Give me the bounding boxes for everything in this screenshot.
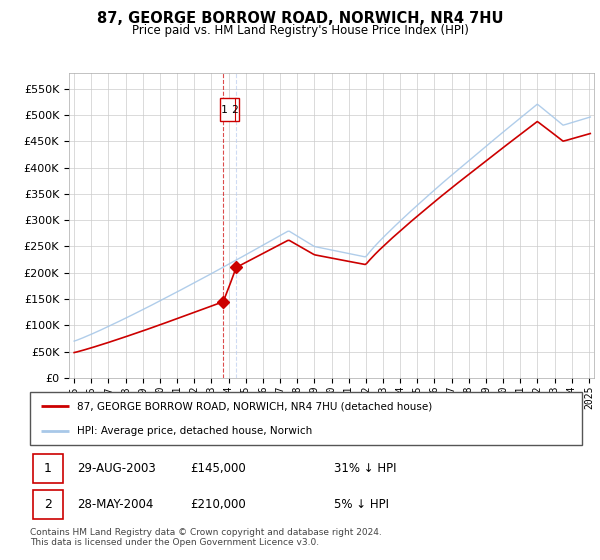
FancyBboxPatch shape	[220, 98, 239, 121]
Text: 2: 2	[44, 498, 52, 511]
FancyBboxPatch shape	[33, 490, 63, 519]
Text: Contains HM Land Registry data © Crown copyright and database right 2024.
This d: Contains HM Land Registry data © Crown c…	[30, 528, 382, 547]
Text: 1: 1	[220, 105, 227, 115]
Text: £210,000: £210,000	[190, 498, 246, 511]
Text: Price paid vs. HM Land Registry's House Price Index (HPI): Price paid vs. HM Land Registry's House …	[131, 24, 469, 37]
Text: 31% ↓ HPI: 31% ↓ HPI	[334, 462, 396, 475]
Text: 28-MAY-2004: 28-MAY-2004	[77, 498, 153, 511]
Text: HPI: Average price, detached house, Norwich: HPI: Average price, detached house, Norw…	[77, 426, 312, 436]
FancyBboxPatch shape	[30, 392, 582, 445]
Text: 5% ↓ HPI: 5% ↓ HPI	[334, 498, 389, 511]
Text: 87, GEORGE BORROW ROAD, NORWICH, NR4 7HU (detached house): 87, GEORGE BORROW ROAD, NORWICH, NR4 7HU…	[77, 402, 432, 412]
Text: 2: 2	[232, 105, 238, 115]
Text: 29-AUG-2003: 29-AUG-2003	[77, 462, 155, 475]
FancyBboxPatch shape	[33, 454, 63, 483]
Text: 87, GEORGE BORROW ROAD, NORWICH, NR4 7HU: 87, GEORGE BORROW ROAD, NORWICH, NR4 7HU	[97, 11, 503, 26]
Text: 1: 1	[44, 462, 52, 475]
Text: £145,000: £145,000	[190, 462, 246, 475]
